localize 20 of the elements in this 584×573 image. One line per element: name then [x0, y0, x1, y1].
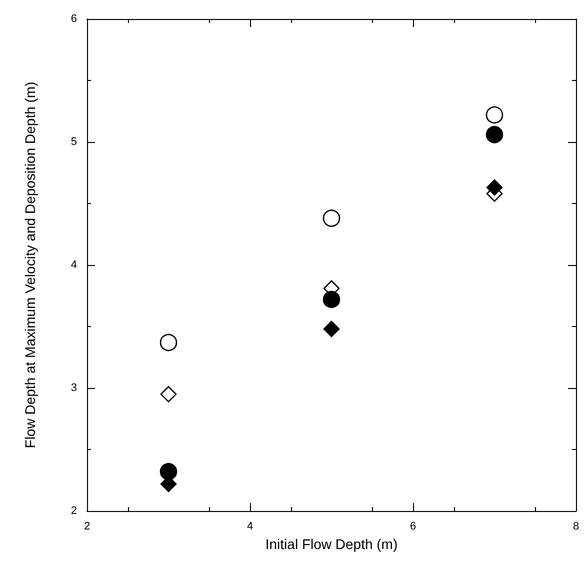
point: [323, 320, 340, 338]
point: [160, 334, 178, 352]
point: [160, 462, 178, 480]
point: [486, 106, 504, 124]
y-tick-label: 2: [70, 505, 77, 517]
x-tick-label: 2: [84, 520, 90, 532]
x-axis-title: Initial Flow Depth (m): [265, 536, 398, 552]
x-tick-label: 6: [410, 520, 416, 532]
x-tick-label: 4: [246, 520, 254, 532]
y-tick-label: 5: [70, 136, 77, 148]
point: [486, 179, 503, 196]
point: [322, 210, 340, 227]
point: [322, 290, 340, 308]
point: [160, 386, 177, 402]
y-axis-title: Flow Depth at Maximum Velocity and Deposition Depth (m): [22, 82, 38, 448]
point: [486, 126, 504, 144]
y-tick-label: 4: [70, 259, 77, 271]
x-tick-label: 8: [572, 520, 580, 532]
y-tick-label: 3: [70, 382, 77, 394]
y-tick-label: 6: [70, 13, 77, 25]
